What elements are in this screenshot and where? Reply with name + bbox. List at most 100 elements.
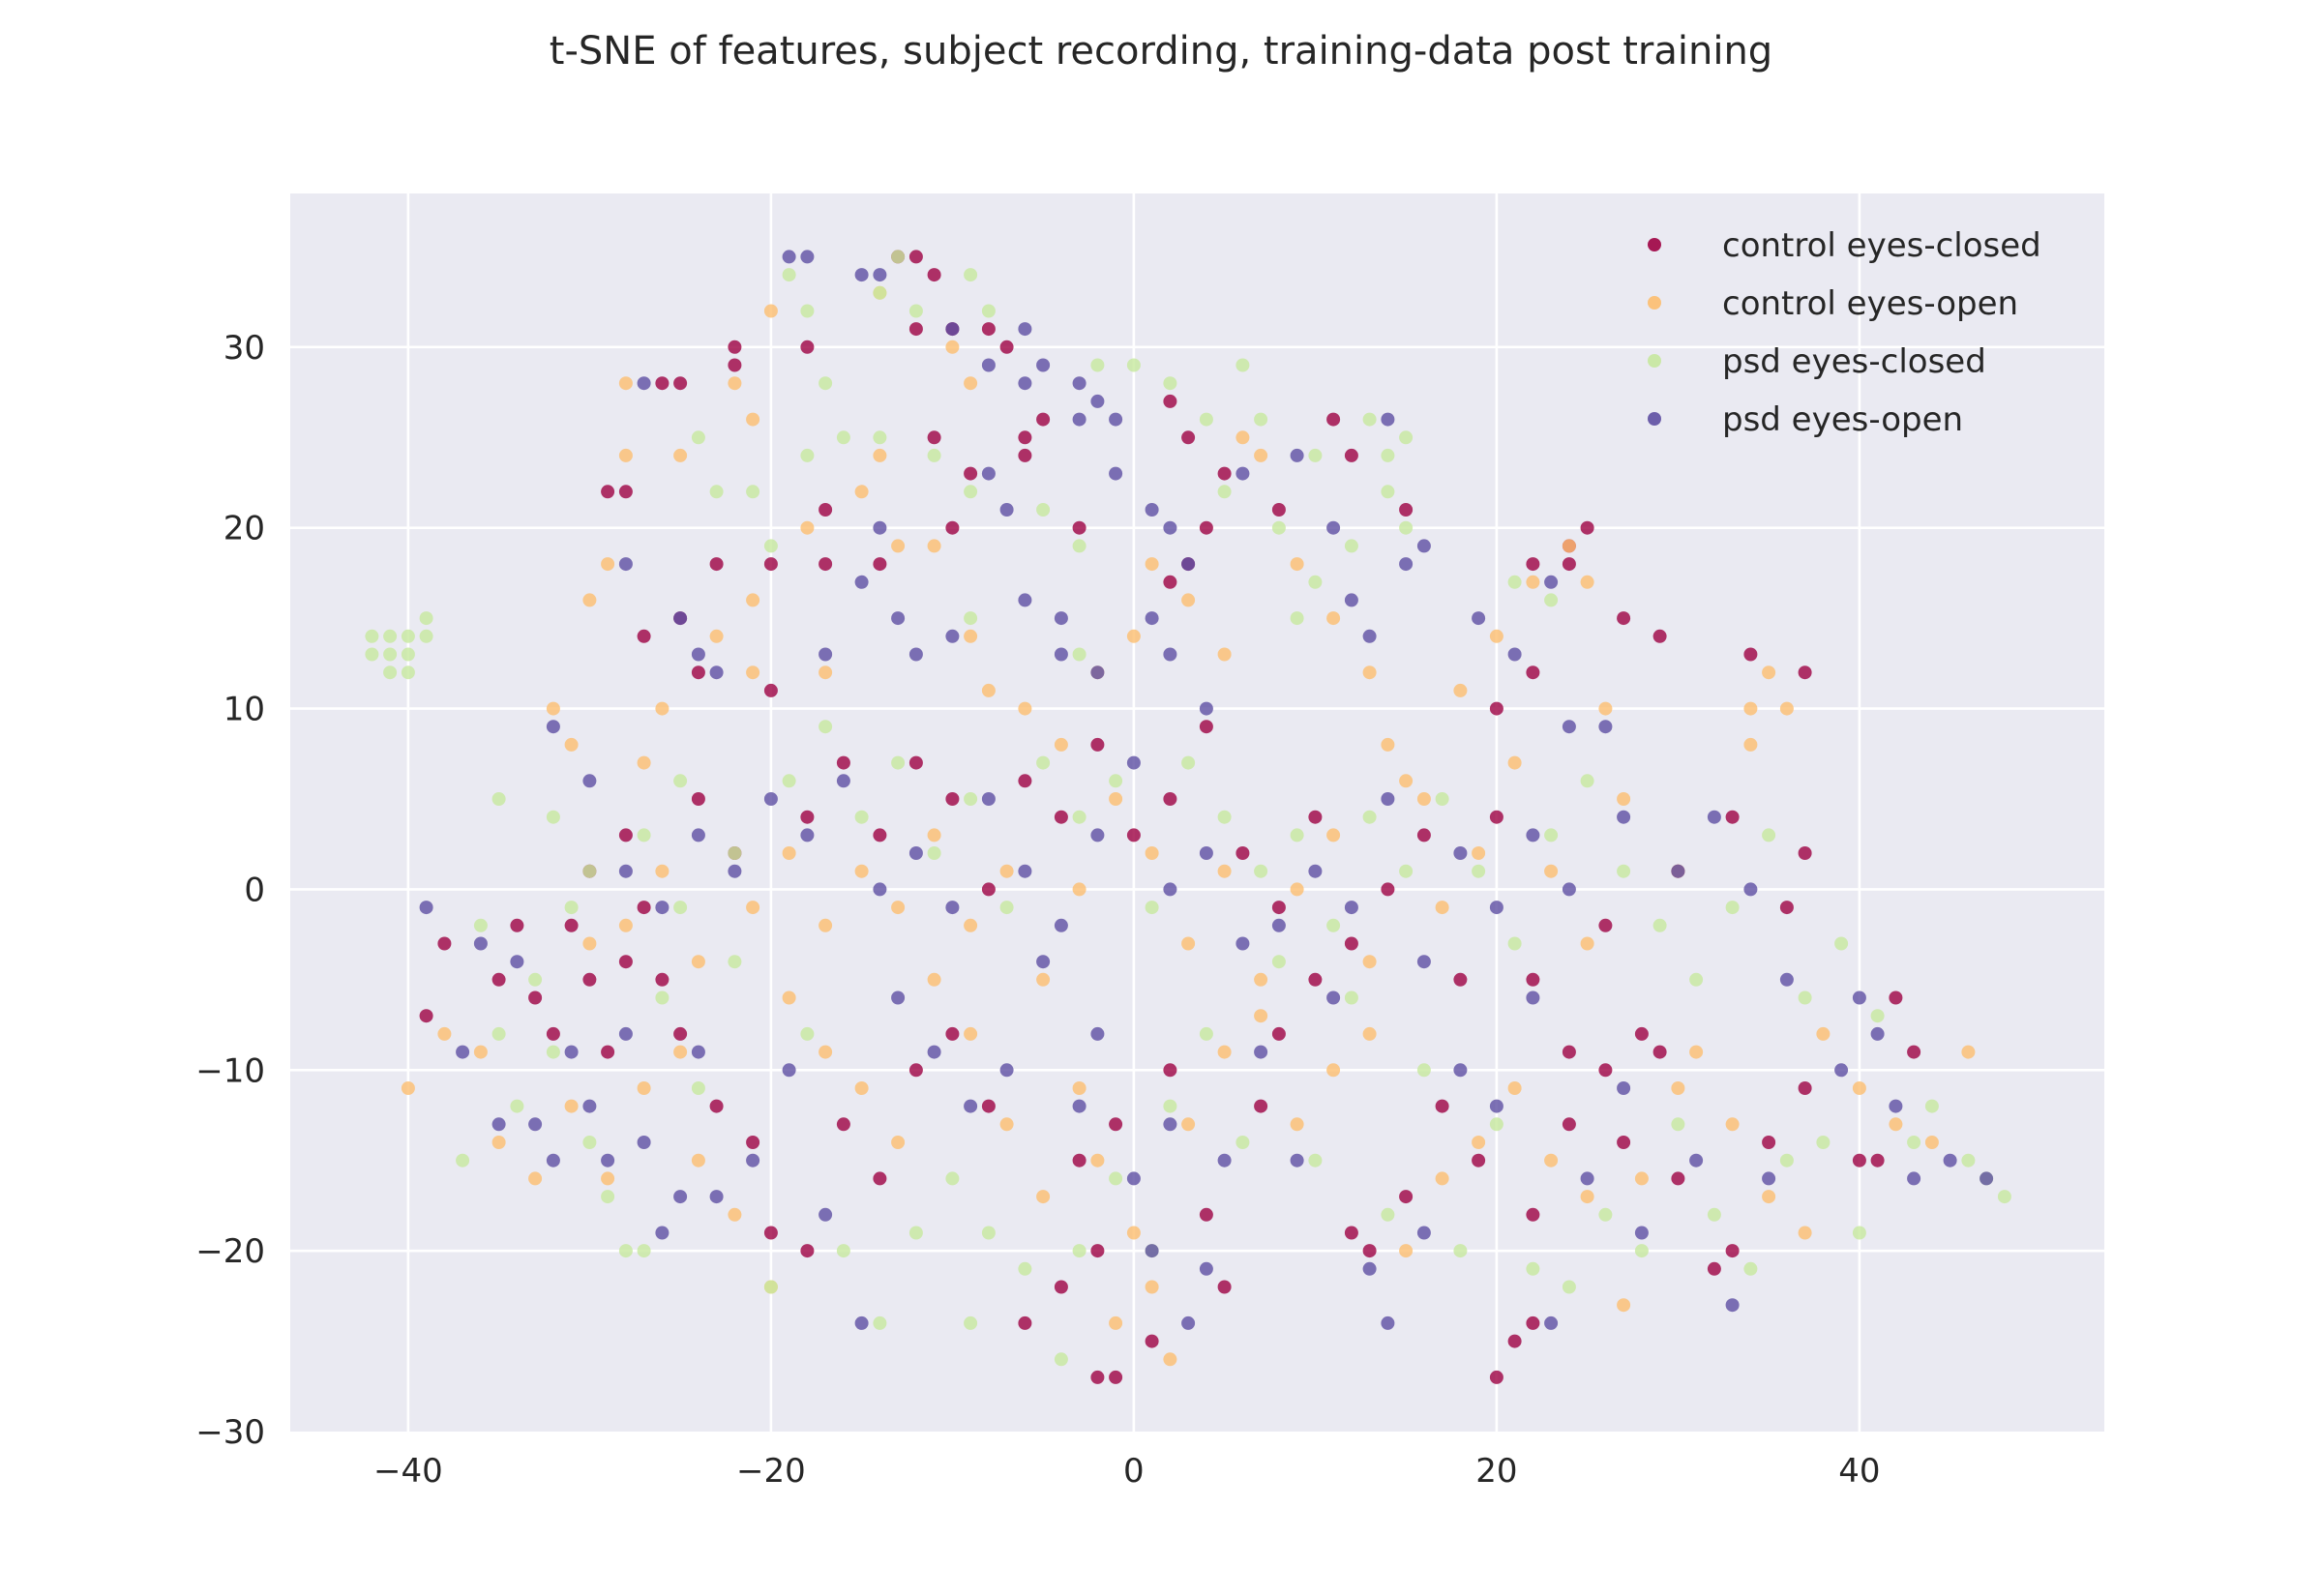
- data-point: [1544, 1315, 1559, 1330]
- data-point: [1907, 1045, 1921, 1059]
- data-point: [1254, 864, 1268, 878]
- data-point: [1271, 1026, 1286, 1041]
- data-point: [964, 629, 978, 643]
- data-point: [873, 1171, 887, 1186]
- data-point: [1199, 701, 1213, 716]
- data-point: [582, 1099, 597, 1113]
- data-point: [1798, 990, 1812, 1005]
- data-point: [1199, 720, 1213, 734]
- data-point: [1362, 810, 1377, 824]
- data-point: [819, 918, 833, 932]
- data-point: [1163, 1352, 1177, 1367]
- data-point: [637, 828, 651, 842]
- data-point: [1326, 520, 1341, 535]
- data-point: [691, 1045, 705, 1059]
- data-point: [1163, 520, 1177, 535]
- data-point: [1435, 901, 1449, 915]
- data-point: [528, 1117, 543, 1132]
- data-point: [800, 304, 815, 318]
- data-point: [1126, 828, 1141, 842]
- data-point: [1562, 882, 1576, 897]
- data-point: [891, 901, 906, 915]
- data-point: [1163, 575, 1177, 589]
- data-point: [673, 376, 688, 391]
- data-point: [1199, 846, 1213, 860]
- data-point: [1381, 792, 1395, 806]
- data-point: [601, 1171, 615, 1186]
- data-point: [1072, 1081, 1087, 1095]
- data-point: [1852, 1081, 1866, 1095]
- data-point: [1453, 1244, 1468, 1258]
- data-point: [655, 701, 670, 716]
- data-point: [1489, 629, 1503, 643]
- data-point: [873, 828, 887, 842]
- data-point: [1290, 448, 1304, 462]
- data-point: [1217, 485, 1232, 499]
- data-point: [691, 430, 705, 445]
- series-3: [365, 250, 2011, 1367]
- data-point: [618, 485, 633, 499]
- data-point: [964, 268, 978, 282]
- data-point: [1362, 1026, 1377, 1041]
- data-point: [1072, 1244, 1087, 1258]
- data-point: [528, 972, 543, 987]
- data-point: [981, 466, 996, 481]
- data-point: [763, 683, 778, 697]
- data-point: [1254, 1009, 1268, 1023]
- data-point: [1453, 683, 1468, 697]
- data-point: [546, 1045, 560, 1059]
- data-point: [655, 376, 670, 391]
- y-axis-ticks: −30 −20 −10 0 10 20 30: [195, 329, 265, 1452]
- data-point: [1381, 1315, 1395, 1330]
- data-point: [510, 918, 524, 932]
- data-point: [1217, 647, 1232, 662]
- data-point: [1072, 882, 1087, 897]
- data-point: [1889, 1099, 1903, 1113]
- data-point: [1109, 1117, 1123, 1132]
- data-point: [637, 1136, 651, 1149]
- data-point: [1453, 846, 1468, 860]
- data-point: [1416, 828, 1431, 842]
- data-point: [1779, 701, 1794, 716]
- data-point: [1399, 774, 1414, 788]
- data-point: [1507, 936, 1522, 951]
- data-point: [1634, 1244, 1649, 1258]
- data-point: [873, 430, 887, 445]
- data-point: [401, 629, 415, 643]
- data-point: [1416, 1226, 1431, 1240]
- data-point: [1072, 1099, 1087, 1113]
- data-point: [1181, 430, 1196, 445]
- data-point: [908, 846, 923, 860]
- data-point: [1018, 774, 1032, 788]
- data-point: [1344, 539, 1358, 553]
- data-point: [673, 901, 688, 915]
- data-point: [1018, 322, 1032, 337]
- data-point: [1018, 1315, 1032, 1330]
- data-point: [1163, 882, 1177, 897]
- data-point: [763, 539, 778, 553]
- data-point: [1308, 448, 1323, 462]
- data-point: [456, 1045, 470, 1059]
- data-point: [1145, 503, 1159, 517]
- data-point: [873, 1315, 887, 1330]
- data-point: [1562, 1117, 1576, 1132]
- data-point: [1889, 1117, 1903, 1132]
- x-axis-ticks: −40 −20 0 20 40: [373, 1452, 1881, 1491]
- data-point: [1416, 792, 1431, 806]
- data-point: [1743, 882, 1758, 897]
- legend-marker: [1648, 354, 1661, 368]
- data-point: [1145, 611, 1159, 626]
- x-tick-label: 0: [1123, 1452, 1145, 1491]
- data-point: [1090, 1370, 1105, 1384]
- data-point: [800, 828, 815, 842]
- data-point: [1271, 520, 1286, 535]
- data-point: [1054, 611, 1068, 626]
- data-point: [1054, 810, 1068, 824]
- data-point: [1109, 466, 1123, 481]
- data-point: [564, 737, 579, 752]
- data-point: [1907, 1171, 1921, 1186]
- data-point: [1598, 1207, 1613, 1222]
- data-point: [673, 1045, 688, 1059]
- data-point: [564, 901, 579, 915]
- data-point: [964, 792, 978, 806]
